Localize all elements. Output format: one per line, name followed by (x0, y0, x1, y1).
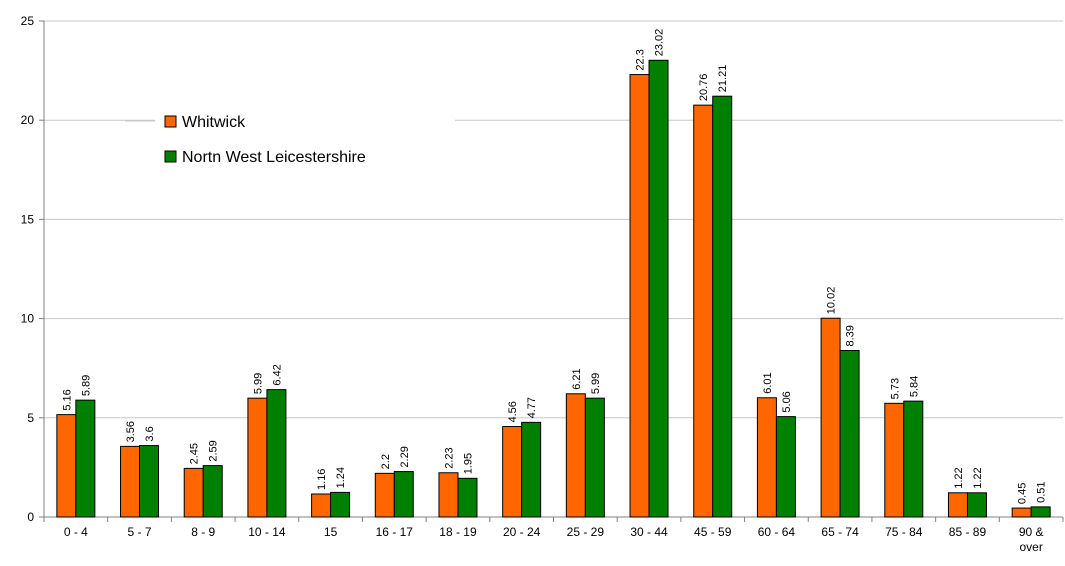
bar-whitwick (502, 426, 523, 518)
y-tick-label: 15 (21, 212, 35, 226)
data-label: 6.01 (762, 372, 774, 393)
legend-swatch (164, 115, 177, 128)
bar-whitwick (756, 397, 777, 518)
bar-whitwick (374, 472, 395, 518)
data-label: 4.56 (507, 401, 519, 422)
data-label: 10.02 (826, 287, 838, 315)
data-label: 2.45 (189, 443, 201, 464)
bar-whitwick (120, 445, 141, 518)
x-tick-label: over (1019, 540, 1042, 554)
x-tick-label: 15 (324, 525, 338, 539)
data-label: 5.16 (61, 389, 73, 410)
bar-nwl (839, 350, 860, 518)
data-label: 5.99 (252, 373, 264, 394)
bar-nwl (330, 491, 351, 518)
bar-whitwick (1011, 507, 1032, 518)
data-label: 2.59 (208, 440, 220, 461)
y-tick-label: 10 (21, 312, 35, 326)
bar-nwl (775, 416, 796, 518)
chart-legend: Whitwick Nortn West Leicestershire (125, 111, 455, 181)
y-tick-label: 25 (21, 14, 35, 28)
bar-nwl (202, 465, 223, 518)
data-label: 0.51 (1036, 481, 1048, 502)
bar-nwl (457, 477, 478, 518)
bar-whitwick (629, 74, 650, 518)
legend-background (155, 111, 455, 181)
data-label: 5.06 (781, 391, 793, 412)
x-tick-label: 20 - 24 (503, 525, 541, 539)
bar-nwl (966, 492, 987, 518)
y-tick-label: 20 (21, 113, 35, 127)
data-label: 5.99 (590, 373, 602, 394)
bar-nwl (139, 445, 160, 518)
data-label: 2.23 (443, 447, 455, 468)
data-label: 6.42 (271, 364, 283, 385)
data-label: 6.21 (571, 368, 583, 389)
x-tick-label: 8 - 9 (191, 525, 215, 539)
y-tick-label: 0 (27, 510, 34, 524)
data-label: 5.84 (908, 376, 920, 397)
bar-whitwick (56, 414, 77, 518)
bar-nwl (712, 95, 733, 518)
data-label: 8.39 (845, 325, 857, 346)
x-tick-label: 65 - 74 (821, 525, 859, 539)
x-tick-label: 75 - 84 (885, 525, 923, 539)
data-label: 0.45 (1017, 483, 1029, 504)
x-tick-label: 25 - 29 (567, 525, 605, 539)
bar-nwl (521, 421, 542, 518)
data-label: 3.6 (144, 426, 156, 441)
bar-whitwick (884, 402, 905, 518)
data-label: 5.73 (889, 378, 901, 399)
x-tick-label: 85 - 89 (949, 525, 987, 539)
bar-whitwick (565, 393, 586, 518)
data-label: 22.3 (635, 49, 647, 70)
bar-whitwick (311, 493, 332, 518)
x-tick-label: 0 - 4 (64, 525, 88, 539)
x-tick-label: 5 - 7 (128, 525, 152, 539)
x-tick-label: 90 & (1019, 525, 1044, 539)
bar-nwl (648, 59, 669, 518)
x-tick-label: 30 - 44 (630, 525, 668, 539)
bar-whitwick (947, 492, 968, 518)
bar-whitwick (247, 397, 268, 518)
bar-nwl (903, 400, 924, 518)
data-label: 23.02 (654, 29, 666, 57)
x-tick-label: 10 - 14 (248, 525, 286, 539)
x-tick-label: 45 - 59 (694, 525, 732, 539)
data-label: 1.95 (462, 453, 474, 474)
data-label: 2.29 (399, 446, 411, 467)
bar-nwl (266, 389, 287, 518)
bar-whitwick (693, 104, 714, 518)
data-label: 3.56 (125, 421, 137, 442)
bar-nwl (75, 399, 96, 518)
legend-swatch (164, 150, 177, 163)
bar-whitwick (820, 317, 841, 518)
legend-label: Nortn West Leicestershire (182, 149, 366, 166)
data-label: 5.89 (80, 375, 92, 396)
data-label: 1.24 (335, 467, 347, 488)
x-tick-label: 16 - 17 (376, 525, 414, 539)
data-label: 21.21 (717, 65, 729, 93)
bar-nwl (393, 471, 414, 518)
x-tick-label: 18 - 19 (439, 525, 477, 539)
data-label: 1.16 (316, 469, 328, 490)
data-label: 1.22 (972, 467, 984, 488)
y-tick-label: 5 (27, 411, 34, 425)
bar-nwl (1030, 506, 1051, 518)
legend-label: Whitwick (182, 114, 246, 131)
data-label: 20.76 (698, 74, 710, 102)
bar-whitwick (438, 472, 459, 518)
data-label: 1.22 (953, 467, 965, 488)
bar-nwl (584, 397, 605, 518)
bar-whitwick (183, 467, 204, 518)
data-label: 4.77 (526, 397, 538, 418)
x-tick-label: 60 - 64 (758, 525, 796, 539)
data-label: 2.2 (380, 454, 392, 469)
